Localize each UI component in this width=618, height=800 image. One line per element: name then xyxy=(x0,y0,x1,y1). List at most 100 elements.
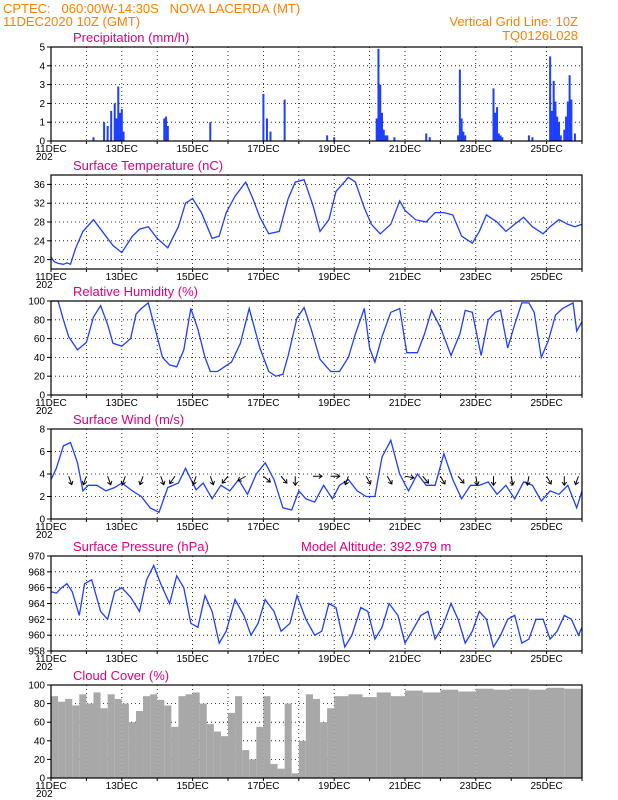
cloud-bar xyxy=(284,703,292,778)
precip-bar xyxy=(375,118,378,141)
series-line-press xyxy=(50,563,583,649)
x-tick-label: 21DEC xyxy=(389,144,421,155)
panel-frame xyxy=(50,174,583,270)
x-tick-label: 23DEC xyxy=(460,398,492,409)
cloud-bar xyxy=(312,698,321,778)
y-tick-label: 1 xyxy=(39,118,45,129)
wind-arrow-head xyxy=(292,481,299,487)
panel-frame xyxy=(50,684,583,779)
y-tick-label: 958 xyxy=(28,647,45,658)
cloud-bar xyxy=(475,688,494,778)
panel-rh: Relative Humidity (%) 0 20 40 60 80 100 11DEC 13… xyxy=(28,284,583,417)
cloud-bar xyxy=(121,703,129,778)
x-tick-label: 17DEC xyxy=(247,144,279,155)
series-line-wind xyxy=(50,438,583,514)
wind-arrow xyxy=(422,475,429,484)
wind-arrow xyxy=(365,475,371,485)
cloud-bar xyxy=(270,764,278,778)
wind-arrow-head xyxy=(81,480,87,486)
y-tick-label: 24 xyxy=(34,236,46,247)
precip-bar xyxy=(531,137,534,141)
y-tick-label: 20 xyxy=(34,372,46,383)
wind-arrow-head xyxy=(366,480,372,485)
y-tick-label: 28 xyxy=(34,218,46,229)
y-tick-label: 80 xyxy=(34,699,46,710)
x-tick-label: 11DEC xyxy=(35,398,67,409)
x-tick-label: 13DEC xyxy=(106,144,138,155)
precip-bar xyxy=(462,131,465,141)
cloud-bar xyxy=(277,768,285,778)
x-tick-label: 13DEC xyxy=(106,272,138,283)
panel-frame xyxy=(50,428,583,520)
wind-arrow-head xyxy=(343,480,349,486)
precip-bar xyxy=(380,112,383,141)
y-tick-label: 4 xyxy=(39,61,45,72)
wind-arrow-head xyxy=(459,479,465,484)
y-tick-label: 8 xyxy=(39,425,45,436)
y-tick-label: 60 xyxy=(34,334,46,345)
precip-bar xyxy=(428,137,431,141)
cloud-bar xyxy=(220,736,228,778)
x-tick-label: 13DEC xyxy=(106,654,138,665)
precip-bar xyxy=(386,135,389,141)
wind-arrow xyxy=(107,476,112,485)
x-tick-label: 25DEC xyxy=(530,781,562,792)
cloud-bar xyxy=(150,694,158,778)
precip-bar xyxy=(165,116,168,141)
precip-bar xyxy=(559,135,562,141)
cloud-bar xyxy=(143,696,151,778)
x-year-label: 202 xyxy=(36,152,53,163)
precip-bar xyxy=(382,129,385,141)
cloud-bar xyxy=(199,703,207,778)
x-tick-label: 23DEC xyxy=(460,272,492,283)
precip-bar xyxy=(494,112,497,141)
x-tick-label: 17DEC xyxy=(247,654,279,665)
cloud-bar xyxy=(58,701,66,778)
precip-bar xyxy=(122,131,125,141)
y-tick-label: 962 xyxy=(28,615,45,626)
y-tick-label: 970 xyxy=(28,552,45,563)
panel-title-cloud: Cloud Cover (%) xyxy=(73,668,169,683)
panels-group: Precipitation (mm/h) 0 1 2 3 4 5 11DEC 13DEC 15DE… xyxy=(28,30,583,800)
cloud-bar xyxy=(390,696,405,778)
panel-wind: Surface Wind (m/s) 0 2 4 6 8 11DEC 13DEC 15DEC 17… xyxy=(35,412,583,541)
x-tick-label: 21DEC xyxy=(389,781,421,792)
wind-arrow-head xyxy=(107,480,113,486)
precip-bar xyxy=(119,112,122,141)
wind-arrow-head xyxy=(547,480,553,485)
precip-bar xyxy=(283,99,286,141)
x-tick-label: 23DEC xyxy=(460,654,492,665)
cloud-bar xyxy=(93,692,101,778)
x-tick-label: 19DEC xyxy=(318,781,350,792)
precip-bar xyxy=(265,118,268,141)
precip-bar xyxy=(269,131,272,141)
header-run-time: 11DEC2020 10Z (GMT) xyxy=(3,14,140,29)
cloud-bar xyxy=(298,740,306,778)
header-station: CPTEC: 060:00W-14:30S NOVA LACERDA (MT) xyxy=(3,1,300,16)
cloud-bar xyxy=(65,698,73,778)
x-tick-label: 19DEC xyxy=(318,398,350,409)
wind-arrow xyxy=(510,476,514,486)
header-model-id: TQ0126L028 xyxy=(502,28,578,43)
wind-arrow-head xyxy=(120,480,126,486)
wind-arrow-head xyxy=(424,479,430,484)
y-tick-label: 100 xyxy=(28,681,45,692)
precip-bar xyxy=(384,135,387,141)
x-tick-label: 15DEC xyxy=(176,272,208,283)
wind-arrow-head xyxy=(573,480,579,486)
x-tick-label: 23DEC xyxy=(460,144,492,155)
precip-bar xyxy=(527,135,530,141)
wind-arrow xyxy=(68,476,73,485)
cloud-bar xyxy=(213,731,221,778)
x-tick-label: 25DEC xyxy=(530,144,562,155)
panel-annotation-press: Model Altitude: 392.979 m xyxy=(301,539,451,554)
x-tick-label: 21DEC xyxy=(389,272,421,283)
cloud-bar xyxy=(440,689,459,778)
panel-frame xyxy=(50,46,583,142)
wind-arrow-head xyxy=(237,476,242,482)
wind-arrow-head xyxy=(509,481,515,486)
precip-bar xyxy=(556,116,559,141)
precip-bar xyxy=(106,125,109,141)
x-tick-label: 11DEC xyxy=(35,654,67,665)
precip-bar xyxy=(262,94,265,141)
